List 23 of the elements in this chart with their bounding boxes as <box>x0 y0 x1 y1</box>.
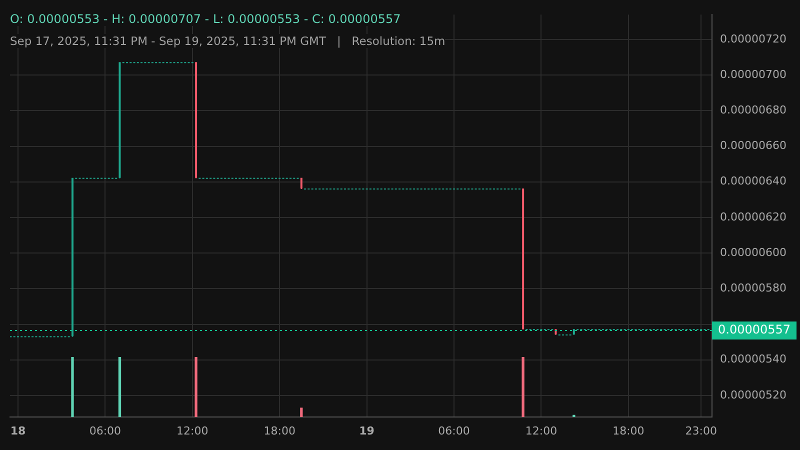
x-tick-label: 18:00 <box>612 424 644 438</box>
ref-line-label: 0.00000557 <box>718 322 791 337</box>
x-tick-label: 23:00 <box>685 424 717 438</box>
text: Sep 17, 2025, 11:31 PM - Sep 19, 2025, 11:31 PM GMT | Resolution: 15m <box>10 34 446 48</box>
x-tick-label: 18:00 <box>264 424 296 438</box>
y-tick-label: 0.00000580 <box>720 282 786 295</box>
x-tick-label: 06:00 <box>438 424 470 438</box>
y-tick-label: 0.00000620 <box>720 210 786 224</box>
y-tick-label: 0.00000680 <box>720 104 786 117</box>
y-tick-label: 0.00000540 <box>720 352 786 366</box>
chart-title: O: 0.00000553 - H: 0.00000707 - L: 0.00000553 - C: 0.00000557 <box>10 12 401 26</box>
y-tick-label: 0.00000720 <box>720 32 786 46</box>
y-tick-label: 0.00000700 <box>720 68 786 81</box>
y-tick-label: 0.00000660 <box>720 139 786 152</box>
y-tick-label: 0.00000600 <box>720 246 786 259</box>
x-tick-label: 12:00 <box>176 424 208 438</box>
x-tick-label: 12:00 <box>525 424 558 438</box>
y-tick-label: 0.00000640 <box>720 174 786 188</box>
x-tick-label: 19 <box>359 424 374 438</box>
x-tick-label: 06:00 <box>89 424 122 438</box>
y-tick-label: 0.00000520 <box>720 388 786 402</box>
x-tick-label: 18 <box>10 424 26 438</box>
candlestick <box>300 178 302 190</box>
